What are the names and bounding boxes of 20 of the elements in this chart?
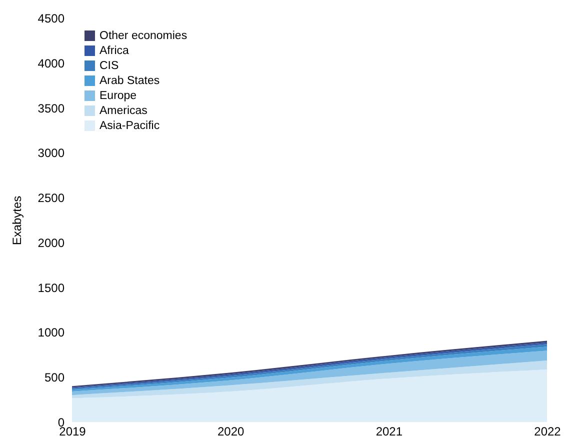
x-tick-label: 2022: [534, 424, 562, 438]
y-tick-label: 3500: [38, 101, 65, 116]
y-tick-label: 2500: [38, 191, 65, 206]
legend-label: Europe: [100, 90, 137, 102]
legend-label: Africa: [100, 44, 130, 57]
y-tick-label: 4500: [38, 12, 65, 26]
y-axis-title: Exabytes: [10, 196, 24, 246]
y-tick-label: 3000: [38, 146, 65, 160]
y-tick-label: 1000: [38, 326, 65, 340]
y-tick-label: 500: [44, 370, 65, 385]
legend-label: Other economies: [100, 30, 188, 42]
y-tick-label: 4000: [38, 56, 65, 70]
x-tick-label: 2021: [376, 424, 403, 438]
y-tick-label: 1500: [38, 280, 65, 295]
legend-label: Arab States: [100, 74, 160, 87]
x-tick-label: 2020: [217, 424, 245, 438]
legend-label: Americas: [100, 104, 148, 117]
y-tick-label: 2000: [38, 236, 65, 250]
legend-label: Asia-Pacific: [100, 120, 160, 132]
legend-label: CIS: [100, 60, 119, 72]
